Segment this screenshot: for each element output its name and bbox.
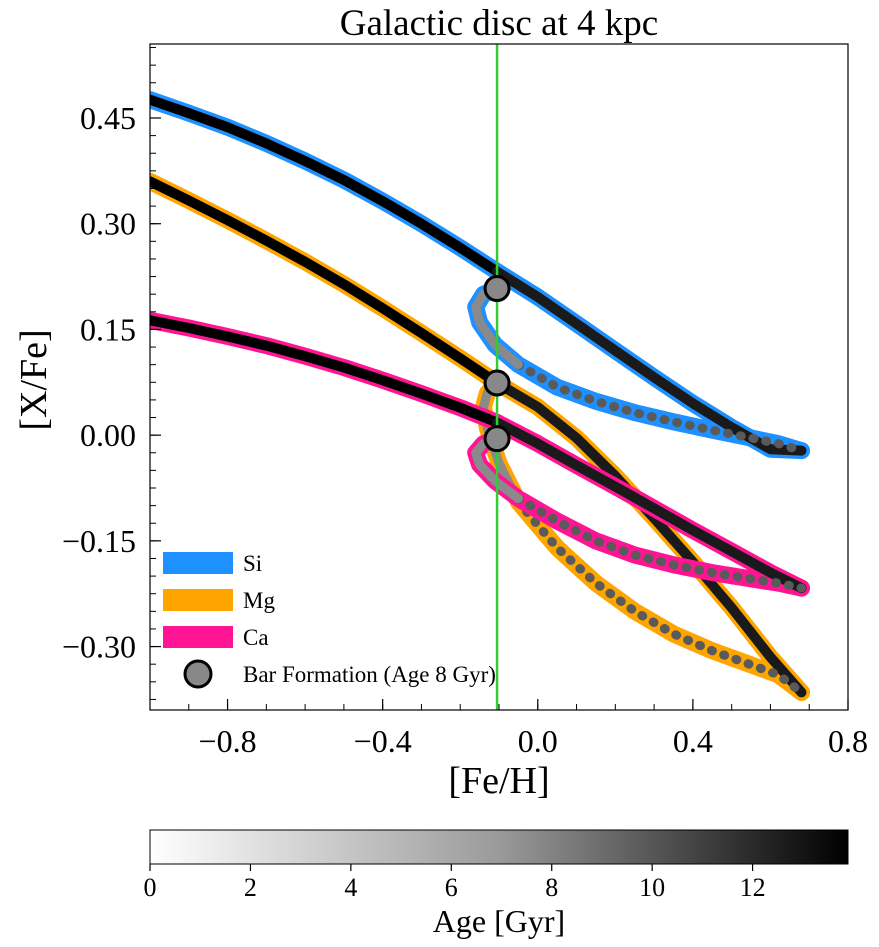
x-tick-label: 0.8 bbox=[828, 723, 868, 759]
colorbar-tick-label: 0 bbox=[144, 873, 157, 902]
legend-label: Si bbox=[243, 551, 262, 576]
ticks-layer: −0.8 −0.4 0.0 0.4 0.8 0.45 0.30 0.15 0.00 −0.15 −0… bbox=[62, 47, 868, 759]
si-track-old bbox=[150, 94, 503, 277]
y-tick-label: −0.15 bbox=[62, 523, 136, 559]
legend-marker-bar-formation bbox=[183, 659, 213, 689]
colorbar-tick-label: 6 bbox=[445, 873, 458, 902]
y-tick-label: 0.30 bbox=[80, 206, 136, 242]
y-axis-label: [X/Fe] bbox=[13, 329, 55, 430]
colorbar-tick-label: 10 bbox=[639, 873, 665, 902]
data-layer bbox=[150, 44, 810, 710]
si-track-late bbox=[492, 266, 807, 456]
ca-track-old bbox=[150, 315, 503, 428]
mg-loop-dots bbox=[479, 378, 806, 697]
legend-swatch-ca bbox=[163, 626, 233, 648]
colorbar bbox=[149, 829, 849, 865]
si-loop-dots bbox=[471, 284, 806, 456]
legend-label: Ca bbox=[243, 625, 269, 650]
mg-track-old bbox=[150, 176, 503, 388]
chart-title: Galactic disc at 4 kpc bbox=[340, 3, 658, 44]
x-tick-label: 0.4 bbox=[673, 723, 713, 759]
colorbar-tick-label: 4 bbox=[344, 873, 357, 902]
legend-label: Bar Formation (Age 8 Gyr) bbox=[243, 662, 496, 687]
mg-track-late bbox=[492, 378, 807, 698]
legend-swatch-mg bbox=[163, 589, 233, 611]
y-tick-label: 0.00 bbox=[80, 417, 136, 453]
ca-bar-formation-marker bbox=[483, 425, 511, 453]
x-tick-label: −0.4 bbox=[354, 723, 412, 759]
si-bar-formation-marker bbox=[483, 275, 511, 303]
y-tick-label: −0.30 bbox=[62, 629, 136, 665]
x-tick-label: 0.0 bbox=[518, 723, 558, 759]
colorbar-ticks: 0 2 4 6 8 10 12 bbox=[144, 864, 766, 902]
y-tick-label: 0.15 bbox=[80, 311, 136, 347]
si-track-outline bbox=[150, 91, 506, 281]
colorbar-tick-label: 2 bbox=[244, 873, 257, 902]
colorbar-tick-label: 12 bbox=[740, 873, 766, 902]
legend-label: Mg bbox=[243, 588, 275, 613]
legend: Si Mg Ca Bar Formation (Age 8 Gyr) bbox=[163, 551, 496, 689]
legend-swatch-si bbox=[163, 552, 233, 574]
mg-bar-formation-marker bbox=[483, 369, 511, 397]
x-tick-label: −0.8 bbox=[199, 723, 257, 759]
x-axis-label: [Fe/H] bbox=[448, 760, 549, 802]
y-tick-label: 0.45 bbox=[80, 100, 136, 136]
ca-track-late bbox=[492, 417, 807, 594]
colorbar-tick-label: 8 bbox=[545, 873, 558, 902]
colorbar-label: Age [Gyr] bbox=[433, 903, 565, 939]
